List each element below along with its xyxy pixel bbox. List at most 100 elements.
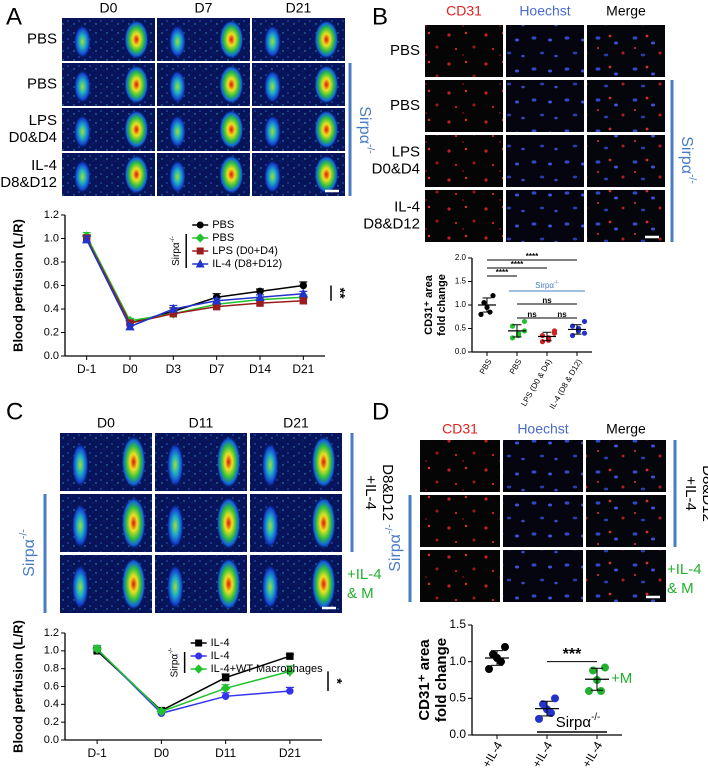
legend-label: PBS	[212, 232, 234, 244]
marker	[255, 292, 265, 301]
micro-image	[506, 25, 584, 77]
point-note: +M	[611, 670, 632, 687]
paw-signal	[124, 110, 149, 149]
micro-image	[420, 440, 500, 492]
micro-image	[425, 25, 503, 77]
y-tick-label: 1.0	[449, 654, 466, 668]
group-label-text: Sirpα	[678, 136, 695, 174]
column-header: D0	[100, 0, 118, 16]
legend-label: IL-4 (D8+D12)	[212, 258, 282, 270]
paw-signal	[124, 65, 149, 104]
paw-signal	[169, 25, 186, 58]
dot	[535, 714, 543, 723]
column-header: D0	[97, 415, 115, 431]
y-tick-label: 0.0	[449, 727, 466, 741]
legend-label: IL-4	[211, 637, 230, 649]
dot	[501, 643, 509, 651]
dot	[581, 330, 588, 336]
x-tick-label: PBS	[478, 358, 494, 376]
group-label: Sirpα-/-	[384, 524, 404, 572]
legend-marker	[195, 652, 203, 660]
series-line	[85, 238, 304, 324]
group-label-sup: -/-	[167, 648, 174, 654]
significance-label: ns	[557, 310, 567, 319]
treatment-label: +IL-4	[362, 475, 379, 510]
dot	[490, 293, 496, 299]
group-label-text: Sirpα	[169, 654, 180, 678]
paw-signal	[166, 564, 184, 609]
y-tick-label: 0.5	[455, 324, 467, 333]
paw-signal	[314, 65, 339, 104]
dot	[509, 335, 516, 341]
significance-label: ***	[563, 646, 582, 663]
row-label: PBS	[27, 75, 57, 92]
paw-signal	[311, 435, 336, 489]
significance-label: ****	[526, 252, 539, 261]
x-tick-label: D21	[292, 362, 314, 376]
x-tick-label: +IL-4	[479, 739, 505, 770]
group-label-text: Sirpα	[535, 281, 554, 290]
x-tick-label: D0	[122, 362, 138, 376]
group-label: Sirpα-/-	[556, 712, 601, 731]
dot	[539, 339, 546, 345]
paw-signal	[169, 160, 186, 193]
series-line	[96, 648, 290, 715]
marker	[156, 706, 167, 717]
paw-signal	[311, 557, 336, 611]
row-label: D0&D4	[372, 160, 420, 177]
y-axis-label: Blood perfusion (L/R)	[10, 219, 25, 352]
paw-signal	[71, 503, 89, 548]
paw-signal	[219, 20, 244, 59]
y-tick-label: 0.8	[44, 663, 59, 675]
panel-letter: B	[372, 3, 388, 30]
series-line	[85, 235, 304, 322]
legend-label: IL-4	[211, 650, 230, 662]
group-label-text: Sirpα	[356, 106, 373, 144]
paw-signal	[216, 435, 241, 489]
x-tick-label: D0	[154, 746, 170, 760]
paw-signal	[261, 564, 279, 609]
micro-image	[425, 135, 503, 187]
group-label-sup: -/-	[591, 712, 600, 723]
series-line	[96, 648, 291, 713]
paw-signal	[74, 160, 91, 193]
paw-signal	[124, 155, 149, 194]
legend-marker	[195, 259, 205, 268]
paw-signal	[314, 155, 339, 194]
paw-signal	[121, 557, 146, 611]
y-axis-label: fold change	[433, 638, 450, 722]
paw-signal	[166, 503, 184, 548]
group-label: Sirpα-/-	[535, 280, 559, 290]
dot	[551, 330, 558, 336]
macrophage-label: & M	[667, 580, 694, 597]
dot	[478, 311, 484, 317]
y-tick-label: 1.5	[455, 277, 467, 286]
marker	[168, 303, 178, 313]
column-header: Merge	[606, 3, 646, 19]
column-header: D21	[286, 0, 312, 16]
row-label: D8&D12	[363, 215, 420, 232]
dot	[581, 318, 588, 325]
paw-signal	[216, 557, 241, 611]
micro-image	[425, 80, 503, 132]
micro-image	[425, 190, 503, 242]
group-label-sup: -/-	[687, 174, 698, 184]
y-tick-label: 0.4	[44, 303, 59, 315]
paw-signal	[264, 160, 281, 193]
paw-signal	[71, 564, 89, 609]
group-label-sup: -/-	[554, 280, 559, 286]
dot	[481, 300, 487, 306]
legend-marker	[195, 233, 205, 243]
y-tick-label: 0.6	[44, 680, 59, 692]
micro-image	[587, 25, 665, 77]
y-axis-label: fold change	[436, 274, 448, 336]
paw-signal	[74, 115, 91, 148]
micro-image	[503, 495, 583, 547]
y-tick-label: 1.5	[449, 617, 466, 631]
paw-signal	[314, 110, 339, 149]
paw-signal	[74, 25, 91, 58]
y-tick-label: 0.4	[44, 698, 59, 710]
significance-label: **	[332, 288, 348, 299]
dot	[551, 694, 559, 703]
